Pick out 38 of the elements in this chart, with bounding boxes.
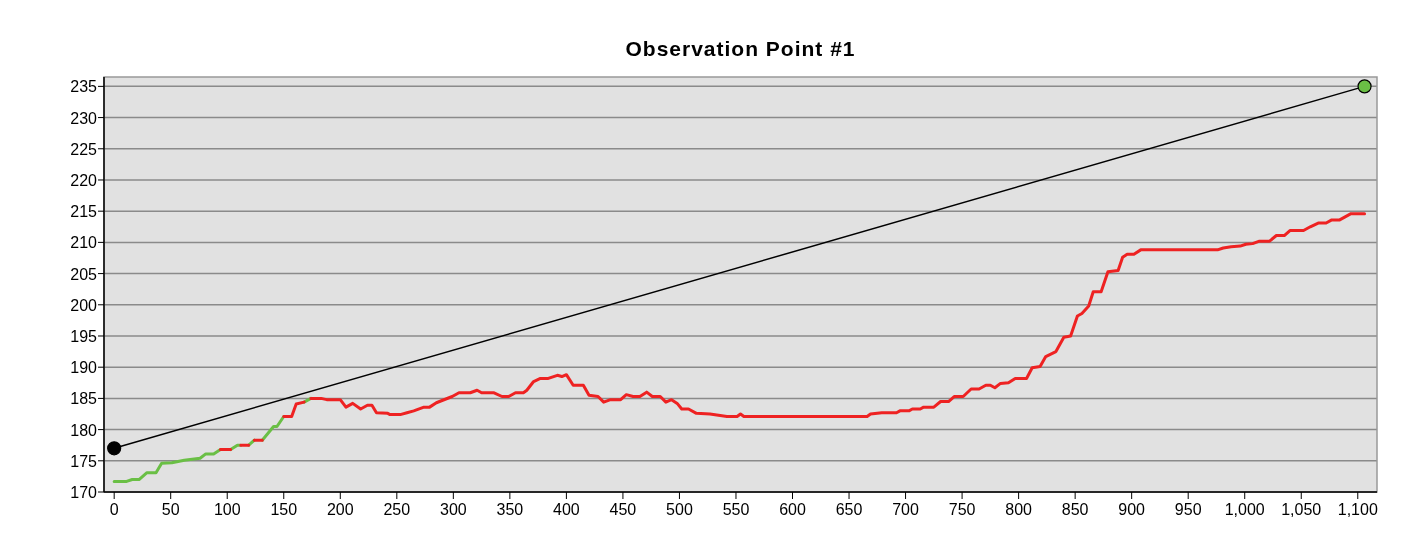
y-tick-label: 175	[70, 452, 98, 470]
x-tick-label: 400	[553, 501, 580, 518]
x-tick-label: 1,100	[1337, 501, 1378, 518]
x-tick-label: 900	[1118, 501, 1146, 518]
x-tick-label: 950	[1174, 501, 1202, 518]
chart-title: Observation Point #1	[625, 37, 856, 60]
y-tick-label: 230	[70, 109, 98, 127]
x-tick-label: 500	[666, 501, 693, 518]
y-tick-label: 210	[70, 234, 98, 252]
x-tick-label: 450	[609, 501, 637, 518]
y-tick-label: 200	[70, 296, 98, 314]
y-tick-label: 215	[70, 203, 98, 221]
x-tick-label: 800	[1005, 501, 1033, 518]
y-tick-label: 220	[70, 171, 98, 189]
x-tick-label: 150	[270, 501, 298, 518]
x-tick-label: 300	[439, 501, 467, 518]
x-tick-label: 750	[948, 501, 976, 518]
x-tick-label: 550	[722, 501, 750, 518]
x-tick-label: 100	[213, 501, 241, 518]
y-tick-label: 225	[70, 140, 98, 158]
y-tick-label: 195	[70, 327, 98, 345]
x-tick-label: 250	[383, 501, 411, 518]
x-tick-label: 0	[109, 501, 119, 518]
x-tick-label: 700	[892, 501, 920, 518]
y-tick-label: 235	[70, 78, 98, 96]
y-tick-label: 185	[70, 390, 98, 408]
y-tick-label: 190	[70, 359, 98, 377]
x-tick-label: 350	[496, 501, 524, 518]
x-tick-label: 850	[1061, 501, 1089, 518]
x-tick-label: 1,050	[1281, 501, 1322, 518]
y-tick-label: 170	[70, 484, 98, 501]
y-tick-label: 180	[70, 421, 98, 439]
x-tick-label: 200	[326, 501, 354, 518]
x-tick-label: 1,000	[1224, 501, 1265, 518]
x-tick-label: 600	[779, 501, 806, 518]
x-tick-label: 650	[835, 501, 863, 518]
x-tick-label: 50	[161, 501, 180, 518]
y-tick-label: 205	[70, 265, 98, 283]
